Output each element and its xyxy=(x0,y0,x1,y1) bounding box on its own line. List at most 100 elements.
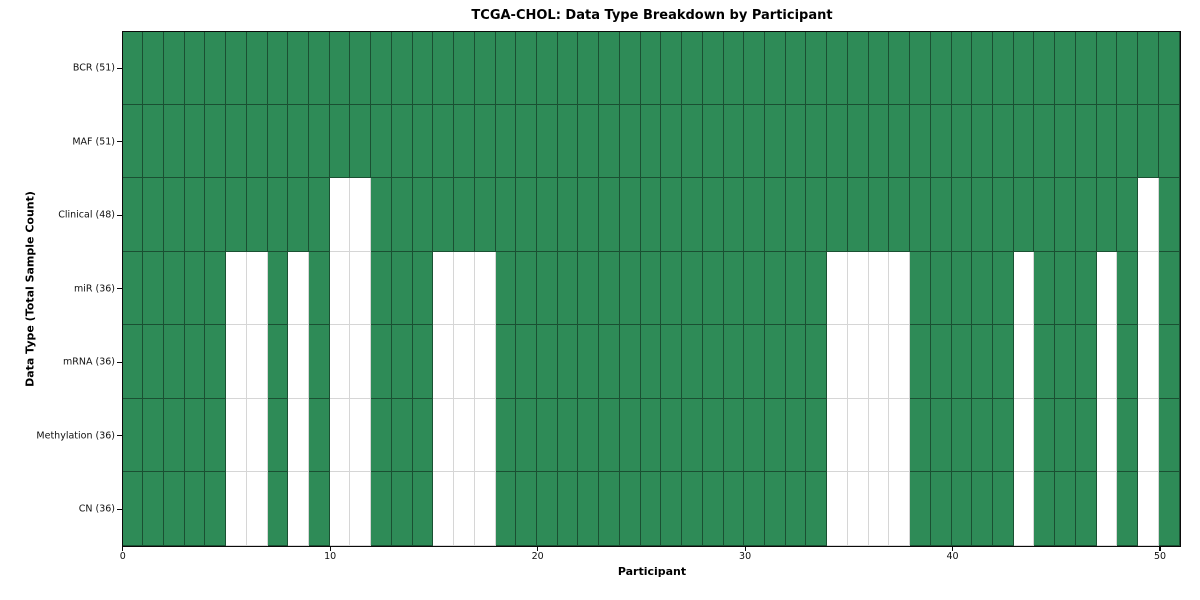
y-tick-mark-mRNA xyxy=(117,361,122,363)
heatmap-cell-MAF-42 xyxy=(992,104,1014,179)
heatmap-cell-Clinical-30 xyxy=(744,178,765,252)
heatmap-cell-miR-35 xyxy=(847,251,869,326)
heatmap-cell-mRNA-1 xyxy=(143,325,164,399)
heatmap-cell-CN-1 xyxy=(143,472,164,546)
heatmap-cell-Clinical-9 xyxy=(309,178,330,252)
heatmap-cell-Methylation-6 xyxy=(246,398,268,473)
heatmap-cell-miR-46 xyxy=(1075,251,1097,326)
y-tick-label-Methylation: Methylation (36) xyxy=(36,430,115,442)
heatmap-cell-Clinical-15 xyxy=(433,178,455,252)
heatmap-cell-Clinical-10 xyxy=(329,178,351,252)
heatmap-cell-MAF-21 xyxy=(557,104,579,179)
heatmap-cell-miR-14 xyxy=(412,251,434,326)
heatmap-cell-CN-21 xyxy=(557,472,579,546)
heatmap-cell-CN-50 xyxy=(1158,472,1180,546)
heatmap-cell-MAF-1 xyxy=(143,104,164,179)
heatmap-cell-CN-2 xyxy=(163,472,185,546)
heatmap-cell-MAF-41 xyxy=(972,104,993,179)
heatmap-cell-Clinical-34 xyxy=(827,178,848,252)
heatmap-cell-mRNA-20 xyxy=(537,325,558,399)
heatmap-cell-BCR-22 xyxy=(578,31,600,105)
heatmap-cell-CN-19 xyxy=(516,472,537,546)
heatmap-cell-Methylation-21 xyxy=(557,398,579,473)
heatmap-cell-mRNA-5 xyxy=(226,325,247,399)
plot-area: PresentAbsent xyxy=(121,30,1181,547)
heatmap-cell-BCR-34 xyxy=(827,31,848,105)
heatmap-cell-mRNA-27 xyxy=(682,325,703,399)
heatmap-cell-mRNA-47 xyxy=(1096,325,1118,399)
heatmap-cell-Clinical-42 xyxy=(992,178,1014,252)
heatmap-cell-mRNA-22 xyxy=(578,325,600,399)
heatmap-cell-Methylation-26 xyxy=(661,398,683,473)
heatmap-cell-CN-12 xyxy=(371,472,392,546)
heatmap-cell-BCR-28 xyxy=(702,31,724,105)
heatmap-cell-CN-35 xyxy=(847,472,869,546)
heatmap-cell-miR-20 xyxy=(537,251,558,326)
heatmap-cell-Clinical-4 xyxy=(205,178,227,252)
heatmap-cell-mRNA-40 xyxy=(951,325,973,399)
heatmap-cell-miR-5 xyxy=(226,251,247,326)
heatmap-cell-miR-37 xyxy=(889,251,911,326)
heatmap-cell-BCR-5 xyxy=(226,31,247,105)
heatmap-cell-mRNA-34 xyxy=(827,325,848,399)
heatmap-cell-CN-36 xyxy=(868,472,890,546)
heatmap-cell-MAF-0 xyxy=(122,104,144,179)
y-tick-label-mRNA: mRNA (36) xyxy=(63,356,115,368)
heatmap-cell-BCR-50 xyxy=(1158,31,1180,105)
heatmap-cell-BCR-20 xyxy=(537,31,558,105)
heatmap-cell-BCR-13 xyxy=(391,31,413,105)
heatmap-cell-CN-33 xyxy=(806,472,828,546)
heatmap-cell-Clinical-11 xyxy=(350,178,372,252)
heatmap-cell-CN-11 xyxy=(350,472,372,546)
heatmap-cell-Methylation-22 xyxy=(578,398,600,473)
heatmap-cell-miR-13 xyxy=(391,251,413,326)
heatmap-cell-BCR-2 xyxy=(163,31,185,105)
heatmap-cell-BCR-43 xyxy=(1013,31,1035,105)
heatmap-cell-CN-24 xyxy=(619,472,641,546)
heatmap-cell-BCR-31 xyxy=(764,31,786,105)
heatmap-cell-Clinical-1 xyxy=(143,178,164,252)
heatmap-cell-Methylation-5 xyxy=(226,398,247,473)
heatmap-cell-CN-10 xyxy=(329,472,351,546)
heatmap-cell-Methylation-19 xyxy=(516,398,537,473)
heatmap-cell-Methylation-29 xyxy=(723,398,745,473)
heatmap-cell-MAF-44 xyxy=(1034,104,1056,179)
heatmap-cell-miR-10 xyxy=(329,251,351,326)
y-tick-mark-CN xyxy=(117,508,122,510)
heatmap-cell-Methylation-0 xyxy=(122,398,144,473)
heatmap-cell-MAF-12 xyxy=(371,104,392,179)
heatmap-cell-mRNA-46 xyxy=(1075,325,1097,399)
heatmap-cell-mRNA-23 xyxy=(599,325,620,399)
heatmap-cell-MAF-43 xyxy=(1013,104,1035,179)
x-tick-label-10: 10 xyxy=(324,551,337,562)
heatmap-cell-mRNA-12 xyxy=(371,325,392,399)
heatmap-cell-BCR-9 xyxy=(309,31,330,105)
heatmap-grid xyxy=(122,31,1180,546)
heatmap-cell-Methylation-15 xyxy=(433,398,455,473)
heatmap-cell-mRNA-18 xyxy=(495,325,517,399)
heatmap-cell-BCR-38 xyxy=(910,31,931,105)
heatmap-cell-Methylation-24 xyxy=(619,398,641,473)
heatmap-cell-MAF-8 xyxy=(288,104,310,179)
heatmap-cell-BCR-49 xyxy=(1138,31,1159,105)
heatmap-cell-CN-20 xyxy=(537,472,558,546)
heatmap-cell-mRNA-6 xyxy=(246,325,268,399)
heatmap-cell-BCR-1 xyxy=(143,31,164,105)
heatmap-cell-Methylation-45 xyxy=(1055,398,1076,473)
heatmap-cell-mRNA-31 xyxy=(764,325,786,399)
heatmap-cell-Clinical-23 xyxy=(599,178,620,252)
heatmap-cell-miR-22 xyxy=(578,251,600,326)
heatmap-cell-mRNA-15 xyxy=(433,325,455,399)
heatmap-cell-Methylation-38 xyxy=(910,398,931,473)
heatmap-cell-BCR-10 xyxy=(329,31,351,105)
heatmap-cell-miR-9 xyxy=(309,251,330,326)
heatmap-cell-BCR-3 xyxy=(184,31,206,105)
heatmap-cell-Methylation-44 xyxy=(1034,398,1056,473)
heatmap-cell-Methylation-16 xyxy=(454,398,475,473)
heatmap-cell-miR-31 xyxy=(764,251,786,326)
heatmap-cell-miR-16 xyxy=(454,251,475,326)
heatmap-cell-BCR-19 xyxy=(516,31,537,105)
heatmap-cell-Methylation-18 xyxy=(495,398,517,473)
heatmap-cell-Clinical-19 xyxy=(516,178,537,252)
heatmap-cell-CN-31 xyxy=(764,472,786,546)
